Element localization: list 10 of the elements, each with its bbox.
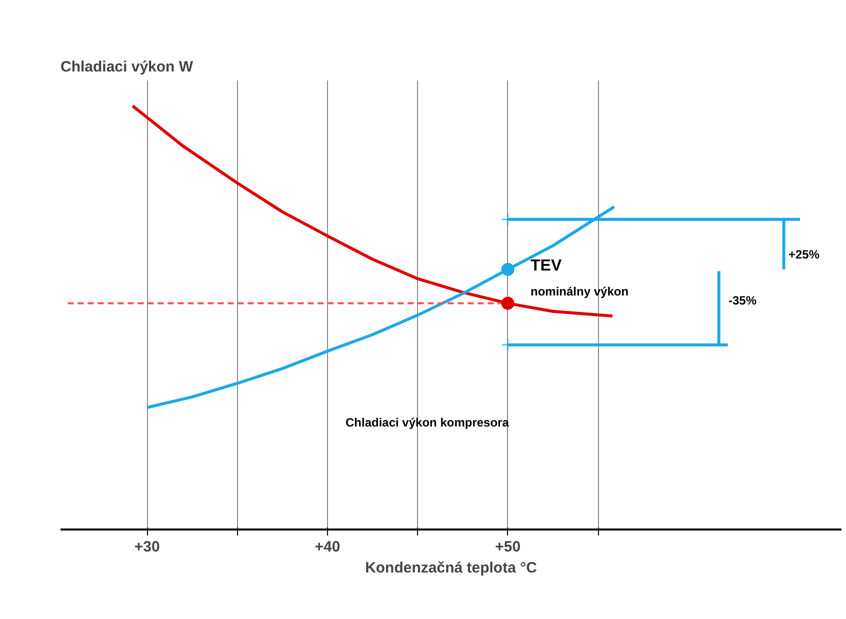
x-tick-label: +40 bbox=[314, 538, 340, 556]
x-axis-title: Kondenzačná teplota °C bbox=[365, 560, 538, 576]
annotation: Chladiaci výkon kompresora bbox=[346, 416, 510, 430]
annotation: +25% bbox=[788, 248, 820, 262]
annotation: -35% bbox=[728, 294, 757, 308]
annotation: nominálny výkon bbox=[530, 284, 629, 298]
x-tick-label: +30 bbox=[134, 538, 160, 556]
y-axis-title: Chladiaci výkon W bbox=[60, 58, 194, 76]
x-tick-label: +50 bbox=[495, 538, 521, 556]
annotation: TEV bbox=[530, 258, 562, 274]
